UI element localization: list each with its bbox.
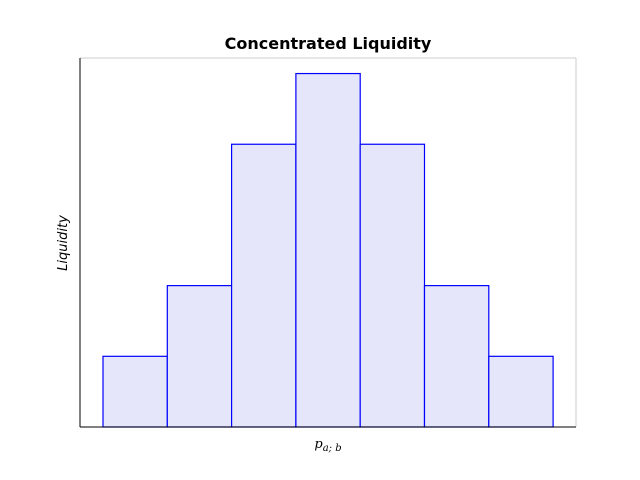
bar-7: [488, 355, 554, 428]
y-axis-label: Liquidity: [56, 215, 71, 271]
bar-2: [166, 285, 233, 428]
x-axis-label-main: p: [314, 437, 323, 452]
chart-title: Concentrated Liquidity: [225, 34, 432, 53]
bar-3: [231, 143, 297, 428]
x-axis-label: pa; b: [314, 437, 341, 454]
bar-1: [102, 355, 168, 428]
plot-frame: [80, 57, 577, 427]
bar-6: [423, 285, 490, 428]
axes-layer: [79, 58, 576, 428]
bar-5: [359, 143, 426, 428]
bars-layer: [102, 72, 554, 428]
x-axis-label-subscript: a; b: [323, 443, 342, 454]
bar-4: [295, 72, 361, 428]
